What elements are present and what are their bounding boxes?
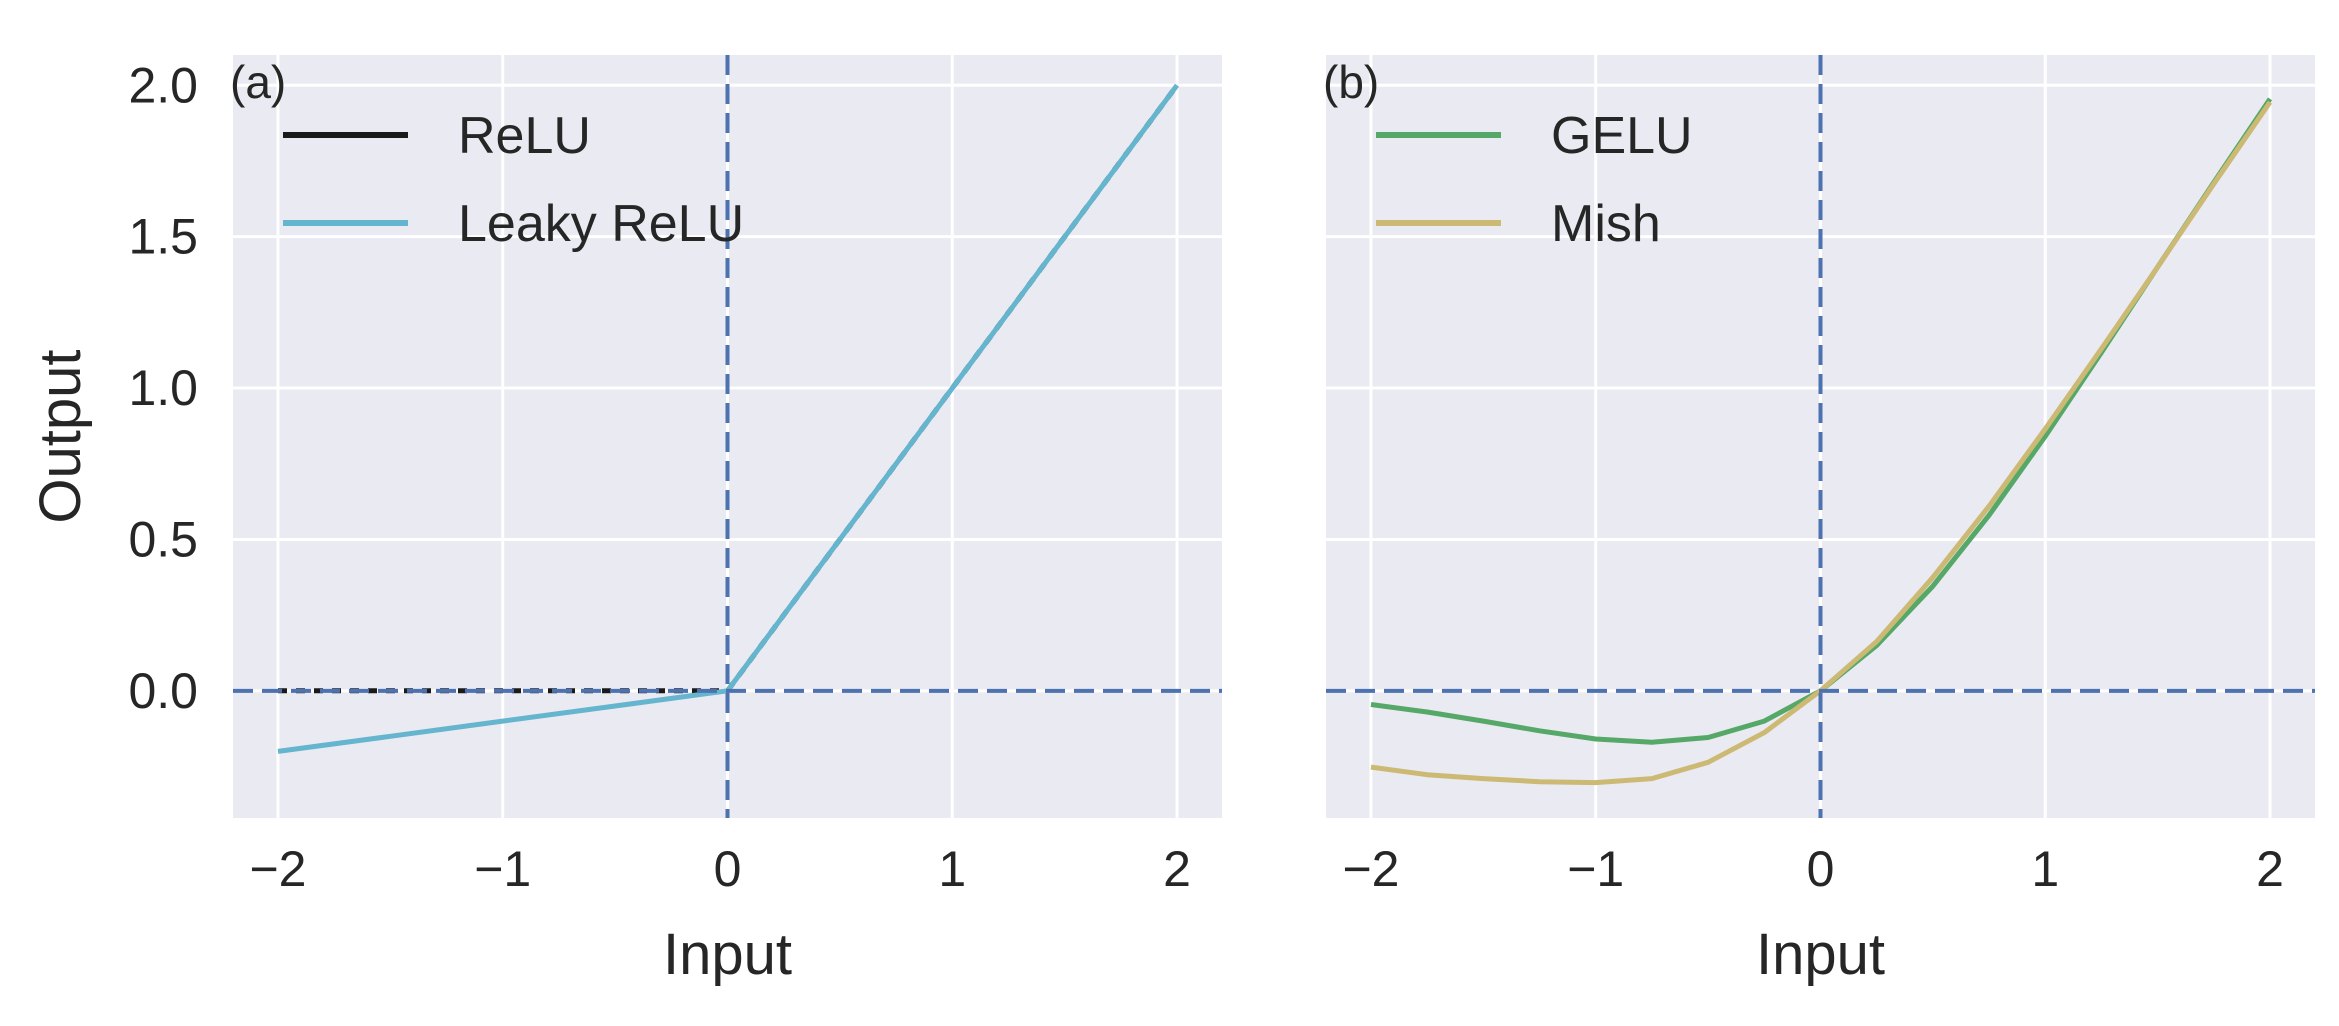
panel-label: (a) bbox=[230, 56, 286, 108]
legend-label: ReLU bbox=[458, 107, 591, 165]
legend-label: Leaky ReLU bbox=[458, 195, 744, 253]
x-tick-label: 0 bbox=[1807, 841, 1835, 897]
series-line-relu bbox=[278, 83, 1180, 694]
x-tick-label: −2 bbox=[1342, 841, 1399, 897]
legend-label: Mish bbox=[1551, 195, 1661, 253]
x-tick-label: 0 bbox=[714, 841, 742, 897]
x-tick-label: −1 bbox=[474, 841, 531, 897]
x-tick-label: 1 bbox=[938, 841, 966, 897]
y-tick-label: 1.0 bbox=[128, 360, 198, 416]
y-tick-label: 1.5 bbox=[128, 209, 198, 265]
panel-b: −2 −1 0 1 2 Input (b) GELU Mish bbox=[1323, 55, 2315, 987]
x-tick-label: 1 bbox=[2031, 841, 2059, 897]
x-tick-label: −2 bbox=[249, 841, 306, 897]
y-tick-label: 2.0 bbox=[128, 57, 198, 113]
x-tick-label: 2 bbox=[1163, 841, 1191, 897]
y-axis-label: Output bbox=[28, 349, 93, 523]
x-tick-label: 2 bbox=[2256, 841, 2284, 897]
panel-label: (b) bbox=[1323, 56, 1379, 108]
x-axis-label: Input bbox=[1756, 922, 1885, 987]
y-tick-label: 0.0 bbox=[128, 663, 198, 719]
y-tick-label: 0.5 bbox=[128, 511, 198, 567]
x-axis-label: Input bbox=[663, 922, 792, 987]
legend-label: GELU bbox=[1551, 107, 1693, 165]
panel-a: −2 −1 0 1 2 0.0 0.5 1.0 1.5 2.0 Input Output (a) ReLU… bbox=[28, 55, 1222, 987]
x-tick-label: −1 bbox=[1567, 841, 1624, 897]
